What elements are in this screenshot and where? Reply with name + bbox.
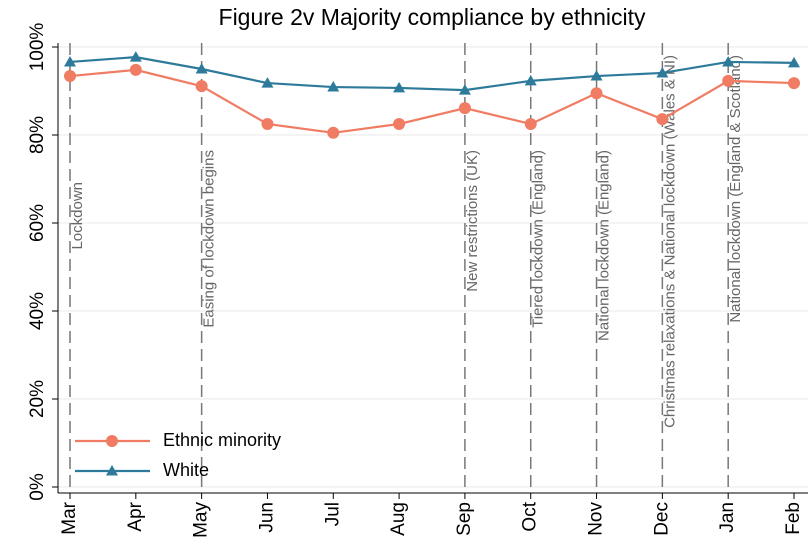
x-tick-label: Feb — [783, 502, 804, 535]
event-label: Christmas relaxations & National lockdow… — [661, 55, 678, 428]
x-tick-label: Oct — [520, 501, 541, 531]
legend-label: White — [163, 460, 209, 480]
marker — [129, 63, 142, 76]
x-tick-label: Sep — [454, 502, 475, 536]
y-tick-label: 0% — [27, 473, 48, 501]
marker — [393, 81, 406, 93]
chart-title: Figure 2v Majority compliance by ethnici… — [219, 4, 646, 30]
y-tick-label: 60% — [27, 204, 48, 242]
event-label: National lockdown (England) — [596, 150, 613, 341]
series-line — [69, 68, 795, 134]
y-tick-label: 40% — [27, 292, 48, 330]
x-tick-label: May — [191, 502, 212, 538]
x-tick-label: Nov — [586, 502, 607, 536]
marker — [722, 55, 735, 67]
marker — [524, 74, 537, 86]
event-label: National lockdown (England & Scotland) — [727, 55, 744, 323]
event-label: Easing of lockdown begins — [201, 150, 218, 328]
x-tick-label: Jun — [256, 502, 277, 533]
y-tick-label: 20% — [27, 380, 48, 418]
marker — [458, 84, 471, 95]
marker — [788, 56, 800, 68]
x-tick-label: Aug — [388, 502, 409, 536]
x-tick-label: Jan — [717, 502, 738, 533]
marker — [458, 102, 471, 115]
marker — [656, 66, 669, 78]
marker — [327, 81, 340, 92]
marker — [722, 74, 735, 87]
marker — [129, 51, 142, 62]
series-line — [69, 56, 795, 92]
event-label: New restrictions (UK) — [464, 150, 481, 292]
event-label: Lockdown — [69, 182, 86, 250]
marker — [590, 70, 603, 81]
marker — [64, 55, 76, 67]
series — [64, 51, 800, 95]
y-tick-label: 80% — [27, 116, 48, 154]
marker — [195, 63, 208, 74]
marker — [590, 87, 603, 100]
marker — [195, 80, 208, 93]
series — [64, 63, 800, 139]
y-tick-label: 100% — [27, 23, 48, 72]
legend-marker — [106, 465, 118, 476]
marker — [261, 77, 274, 88]
legend-marker — [106, 435, 118, 447]
marker — [261, 118, 274, 130]
event-label: Tiered lockdown (England) — [530, 150, 547, 328]
marker — [524, 118, 537, 130]
legend-label: Ethnic minority — [163, 430, 281, 450]
x-tick-label: Jul — [322, 502, 343, 526]
marker — [64, 70, 76, 83]
marker — [327, 126, 340, 139]
marker — [393, 118, 406, 130]
marker — [788, 77, 800, 90]
x-tick-label: Apr — [125, 501, 146, 531]
marker — [656, 113, 669, 126]
x-tick-label: Mar — [59, 501, 80, 534]
x-tick-label: Dec — [651, 502, 672, 536]
